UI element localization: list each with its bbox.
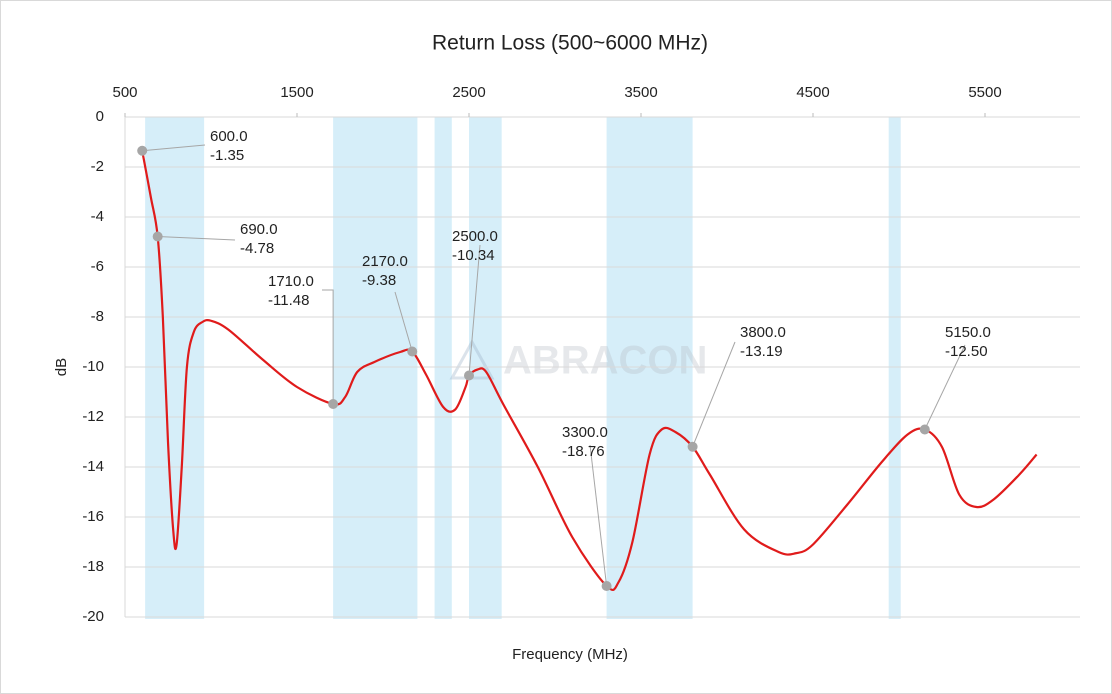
annotation-y-label: -1.35 (210, 147, 244, 164)
chart-title: Return Loss (500~6000 MHz) (432, 32, 708, 55)
y-tick-label: -2 (91, 158, 104, 175)
annotation-y-label: -12.50 (945, 343, 988, 360)
annotation-leader (322, 289, 334, 404)
annotation-marker (152, 231, 163, 242)
x-tick-label: 1500 (280, 84, 313, 101)
annotation-x-label: 2500.0 (452, 228, 498, 245)
y-tick-label: -18 (82, 558, 104, 575)
x-tick-label: 3500 (624, 84, 657, 101)
x-tick-label: 5500 (968, 84, 1001, 101)
annotation-y-label: -11.48 (268, 292, 309, 309)
y-tick-label: -10 (82, 358, 104, 375)
annotation-y-label: -18.76 (562, 443, 605, 460)
annotation-marker (407, 346, 418, 357)
annotation-marker (687, 441, 698, 452)
watermark-text: ABRACON (503, 339, 707, 383)
annotation-y-label: -13.19 (740, 343, 783, 360)
y-tick-label: -8 (91, 308, 104, 325)
annotation-leader (924, 344, 966, 430)
y-tick-label: -12 (82, 408, 104, 425)
band (469, 117, 502, 619)
x-tick-label: 500 (112, 84, 137, 101)
bands (145, 117, 901, 619)
annotation-marker (464, 370, 474, 381)
band (888, 117, 901, 619)
annotation-x-label: 1710.0 (268, 273, 314, 290)
y-tick-label: -4 (91, 208, 104, 225)
annotation-marker (919, 424, 930, 435)
annotation-y-label: -10.34 (452, 247, 495, 264)
y-axis-label: dB (53, 358, 70, 376)
annotation-x-label: 3800.0 (740, 324, 786, 341)
annotation-leader (589, 444, 608, 587)
band (606, 117, 693, 619)
annotation-x-label: 5150.0 (945, 324, 991, 341)
annotation-y-label: -4.78 (240, 240, 274, 257)
annotation-leader (142, 144, 206, 152)
annotation-marker (601, 581, 612, 591)
annotation-leader (468, 244, 481, 376)
annotation-x-label: 2170.0 (362, 253, 408, 270)
annotation-marker (328, 399, 339, 409)
x-tick-label: 2500 (452, 84, 485, 101)
annotation-x-label: 690.0 (240, 221, 278, 238)
y-tick-label: -20 (82, 608, 104, 625)
series-line (141, 150, 1038, 592)
annotation-leader (692, 341, 736, 447)
band (333, 117, 418, 619)
annotation-x-label: 600.0 (210, 128, 248, 145)
y-tick-label: -16 (82, 508, 104, 525)
annotation-leader (157, 236, 236, 241)
x-tick-label: 4500 (796, 84, 829, 101)
annotation-leader (394, 291, 413, 352)
x-axis-label: Frequency (MHz) (512, 646, 628, 663)
annotation-marker (137, 145, 148, 156)
annotation-x-label: 3300.0 (562, 424, 608, 441)
y-tick-label: 0 (96, 108, 104, 125)
annotation-y-label: -9.38 (362, 272, 396, 289)
band (434, 117, 452, 619)
y-tick-label: -14 (82, 458, 104, 475)
y-tick-label: -6 (91, 258, 104, 275)
